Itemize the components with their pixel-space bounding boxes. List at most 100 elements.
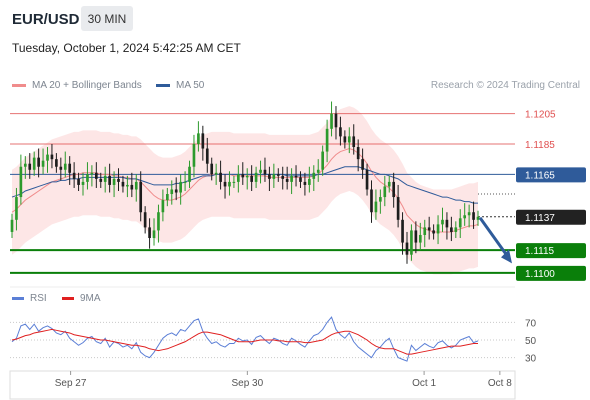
candle-body <box>188 166 191 182</box>
candle-body <box>321 151 324 170</box>
timeframe-badge[interactable]: 30 MIN <box>81 6 133 31</box>
level-label-support: 1.1115 <box>525 246 555 257</box>
candle-body <box>201 133 205 149</box>
candle-body <box>19 166 23 198</box>
candle-body <box>374 201 378 213</box>
candle-body <box>241 174 245 178</box>
rsi-swatch <box>12 297 24 300</box>
candle-body <box>210 163 214 175</box>
legend-ma50: MA 50 <box>156 80 204 91</box>
candle-body <box>339 127 342 137</box>
candle-body <box>174 189 178 193</box>
candle-body <box>143 212 147 228</box>
bollinger-band-area <box>12 106 478 275</box>
candle-body <box>41 160 45 167</box>
candle-body <box>205 148 209 164</box>
candle-body <box>59 166 63 170</box>
candle-body <box>396 197 400 220</box>
candle-body <box>237 174 240 182</box>
candle-body <box>450 227 453 232</box>
candle-body <box>157 212 160 231</box>
candle-body <box>15 197 18 220</box>
candle-body <box>55 159 58 167</box>
x-tick-label: Oct 8 <box>488 378 512 389</box>
candle-body <box>130 184 134 190</box>
candle-body <box>276 174 280 176</box>
candle-body <box>259 169 262 173</box>
candle-body <box>268 174 271 179</box>
level-label-last_price: 1.1137 <box>525 213 555 224</box>
candle-body <box>365 169 369 190</box>
candle-body <box>472 212 475 220</box>
currency-pair-title: EUR/USD <box>12 11 80 28</box>
candle-body <box>170 189 174 195</box>
level-label-box <box>516 243 586 259</box>
candle-body <box>166 194 169 201</box>
legend-ma20-label: MA 20 + Bollinger Bands <box>32 80 142 91</box>
x-tick-label: Sep 30 <box>231 378 263 389</box>
candle-body <box>454 227 458 232</box>
candle-body <box>361 159 364 170</box>
x-axis-box <box>9 370 516 400</box>
candle-body <box>285 178 289 182</box>
candle-body <box>343 136 347 143</box>
legend-9ma: 9MA <box>62 293 101 304</box>
legend-ma20: MA 20 + Bollinger Bands <box>12 80 142 91</box>
candle-body <box>32 157 36 170</box>
forecast-arrow-head <box>501 249 512 264</box>
candle-body <box>432 230 435 234</box>
candle-body <box>94 172 98 179</box>
candle-body <box>86 174 89 182</box>
level-label-pivot: 1.1165 <box>525 170 555 181</box>
candle-body <box>405 242 409 255</box>
ma9-swatch <box>62 297 74 300</box>
candle-body <box>387 181 391 187</box>
level-label-resistance: 1.1185 <box>525 140 555 151</box>
candle-body <box>90 172 94 175</box>
x-tick-label: Sep 27 <box>55 378 87 389</box>
candle-body <box>112 178 116 185</box>
timestamp: Tuesday, October 1, 2024 5:42:25 AM CET <box>12 41 241 55</box>
level-label-box <box>516 167 586 183</box>
candle-body <box>370 189 373 213</box>
level-label-resistance: 1.1205 <box>525 110 556 121</box>
candle-body <box>134 181 138 190</box>
candle-body <box>418 234 422 243</box>
candle-body <box>179 181 182 193</box>
candle-body <box>245 175 249 178</box>
candle-body <box>303 181 307 185</box>
candle-body <box>383 186 387 198</box>
candle-body <box>401 219 404 243</box>
ma20-swatch <box>12 84 26 87</box>
candle-body <box>28 163 32 170</box>
candle-body <box>139 181 143 213</box>
level-label-support: 1.1100 <box>525 269 555 280</box>
candle-body <box>99 178 103 182</box>
candle-body <box>445 219 449 228</box>
candle-body <box>441 219 444 225</box>
candle-body <box>423 227 427 235</box>
rsi-tick-label: 70 <box>525 318 537 329</box>
candle-body <box>148 227 151 239</box>
candle-body <box>219 172 222 182</box>
candle-body <box>392 181 396 198</box>
candle-body <box>250 175 253 182</box>
candle-body <box>294 175 298 178</box>
legend-rsi: RSI <box>12 293 47 304</box>
candle-body <box>290 175 293 182</box>
legend-rsi-label: RSI <box>30 293 47 304</box>
candle-body <box>63 163 67 170</box>
candle-body <box>463 215 467 219</box>
candle-body <box>126 184 129 187</box>
candle-body <box>308 178 311 185</box>
candle-body <box>50 154 54 160</box>
candle-body <box>379 197 382 202</box>
candle-body <box>161 200 165 213</box>
candle-body <box>356 147 360 160</box>
candle-body <box>427 227 431 231</box>
candle-body <box>467 212 471 216</box>
rsi-series-1 <box>11 328 478 355</box>
candle-body <box>436 224 440 234</box>
candle-body <box>352 136 356 148</box>
